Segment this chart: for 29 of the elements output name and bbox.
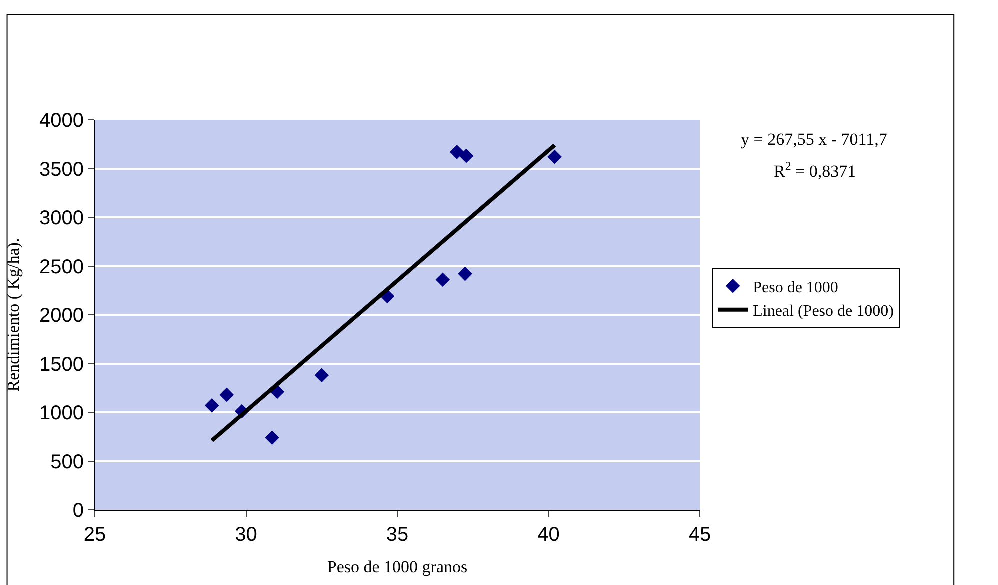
y-tick-label: 4000 [40,110,84,132]
legend-label: Lineal (Peso de 1000) [753,303,894,320]
y-tick-label: 2000 [40,305,84,327]
point [204,398,220,413]
x-axis-title: Peso de 1000 granos [327,557,468,576]
point [450,145,464,160]
x-tick-label: 45 [688,524,712,546]
x-tick-label: 40 [538,524,560,546]
text: y = 267,55 x - 7011,7 [741,130,888,149]
y-tick-label: 0 [72,500,84,522]
point [314,368,330,383]
x-tick-label: 25 [84,524,106,546]
legend-label: Peso de 1000 [753,279,838,296]
point [220,388,234,402]
x-tick-label: 30 [235,524,258,546]
x-tick-label: 35 [386,524,409,546]
y-tick-label: 500 [50,451,84,474]
y-tick-label: 2500 [40,256,84,278]
y-axis-title: Rendimiento ( Kg/ha). [4,238,24,392]
point [265,430,280,445]
text: R$^{2}$ = 0,8371 [774,159,856,182]
y-tick-label: 3500 [40,158,84,181]
point [459,148,474,164]
y-tick-label: 1000 [40,402,84,424]
point [548,150,562,164]
y-tick-label: 1500 [40,354,84,376]
y-tick-label: 3000 [40,208,84,230]
point [458,266,472,282]
point [436,272,450,288]
